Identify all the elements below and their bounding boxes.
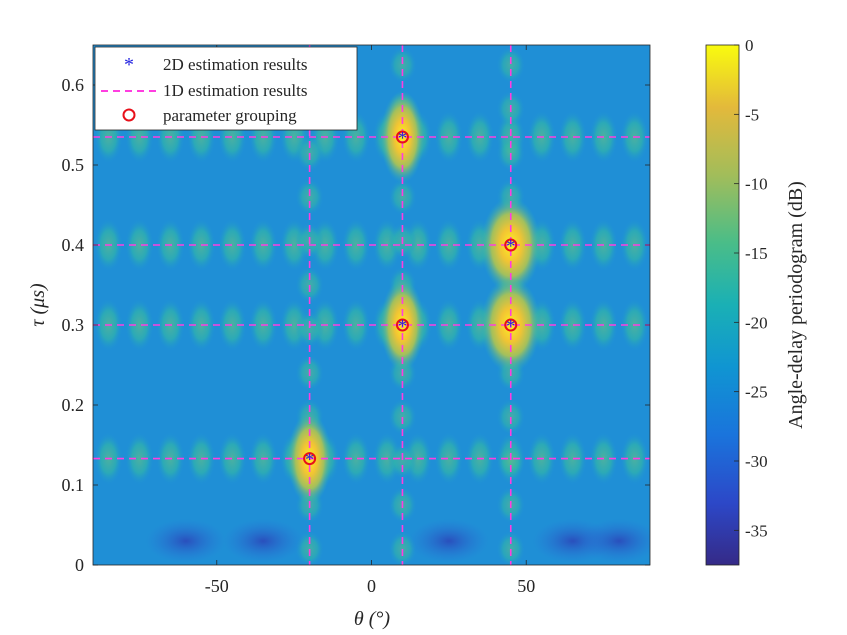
heatmap-sidelobe	[434, 432, 463, 485]
heatmap	[94, 47, 650, 565]
heatmap-sidelobe	[342, 219, 371, 271]
colorbar-gradient	[705, 44, 740, 566]
x-tick-label: -50	[205, 576, 229, 596]
grouping-circle	[504, 318, 518, 332]
grouping-circle	[395, 130, 409, 144]
heatmap-sidelobe	[125, 432, 154, 485]
grouping-circle	[303, 452, 317, 466]
y-axis: 0 0.1 0.2 0.3 0.4 0.5 0.6	[62, 75, 650, 575]
grouping-circle	[504, 238, 518, 252]
heatmap-sidelobe	[558, 432, 587, 485]
estimate-asterisk: *	[506, 316, 515, 336]
heatmap-sidelobe	[434, 219, 463, 271]
heatmap-sidelobe	[558, 219, 587, 271]
y-axis-label: τ (μs)	[27, 283, 49, 327]
estimate-asterisk: *	[398, 128, 407, 148]
legend-label-grouping: parameter grouping	[163, 106, 297, 125]
heatmap-sidelobe	[496, 47, 525, 83]
colorbar-tick-label: -5	[745, 105, 759, 124]
colorbar-tick-label: 0	[745, 36, 754, 55]
x-tick-label: 0	[367, 576, 376, 596]
colorbar-tick-label: -35	[745, 521, 768, 540]
heatmap-sidelobe	[388, 443, 417, 479]
heatmap-null	[223, 519, 304, 563]
colorbar-tick-label: -15	[745, 244, 768, 263]
y-tick-label: 0.4	[62, 235, 85, 255]
heatmap-sidelobe	[218, 219, 247, 271]
heatmap-sidelobe	[218, 432, 247, 485]
estimate-asterisk: *	[398, 316, 407, 336]
heatmap-null	[408, 519, 489, 563]
legend: * 2D estimation results 1D estimation re…	[94, 46, 358, 131]
heatmap-sidelobe	[218, 299, 247, 351]
y-tick-label: 0	[75, 555, 84, 575]
estimate-asterisk: *	[506, 236, 515, 256]
heatmap-sidelobe	[434, 299, 463, 351]
colorbar-ticks: 0 -5 -10 -15 -20 -25 -30 -35	[734, 36, 768, 540]
heatmap-sidelobe	[434, 111, 463, 163]
heatmap-peak	[480, 197, 541, 293]
y-tick-label: 0.1	[62, 475, 85, 495]
heatmap-sidelobe	[342, 299, 371, 351]
plot-area: * * * * *	[92, 44, 651, 566]
heatmap-sidelobe	[558, 299, 587, 351]
legend-label-1d: 1D estimation results	[163, 81, 307, 100]
x-axis-label: θ (°)	[354, 608, 390, 630]
heatmap-sidelobe	[125, 219, 154, 271]
heatmap-null	[145, 519, 226, 563]
estimate-asterisk: *	[305, 450, 314, 470]
heatmap-sidelobe	[342, 432, 371, 485]
grouping-circle	[395, 318, 409, 332]
heatmap-sidelobe	[295, 179, 324, 215]
colorbar-tick-label: -10	[745, 175, 768, 194]
estimation-markers: * * * * *	[303, 128, 518, 470]
legend-label-2d: 2D estimation results	[163, 55, 307, 74]
heatmap-sidelobe	[388, 47, 417, 83]
heatmap-sidelobe	[125, 299, 154, 351]
y-tick-label: 0.5	[62, 155, 85, 175]
heatmap-background	[93, 45, 650, 565]
legend-marker-asterisk-icon: *	[124, 54, 134, 76]
heatmap-sidelobe	[295, 311, 324, 347]
heatmap-sidelobe	[388, 179, 417, 215]
legend-box	[94, 46, 358, 131]
x-tick-label: 50	[517, 576, 535, 596]
colorbar-tick-label: -20	[745, 313, 768, 332]
y-tick-label: 0.6	[62, 75, 85, 95]
colorbar-label: Angle-delay periodogram (dB)	[785, 181, 807, 429]
colorbar: 0 -5 -10 -15 -20 -25 -30 -35 Angle-delay period…	[705, 36, 807, 566]
heatmap-null	[579, 519, 650, 563]
x-axis: -50 0 50	[205, 45, 535, 596]
colorbar-tick-label: -25	[745, 383, 768, 402]
y-tick-label: 0.2	[62, 395, 85, 415]
heatmap-peak	[380, 91, 425, 183]
heatmap-sidelobe	[496, 531, 525, 565]
y-tick-label: 0.3	[62, 315, 85, 335]
legend-marker-circle-icon	[122, 108, 136, 122]
heatmap-sidelobe	[558, 111, 587, 163]
colorbar-tick-label: -30	[745, 452, 768, 471]
heatmap-sidelobe	[496, 443, 525, 479]
